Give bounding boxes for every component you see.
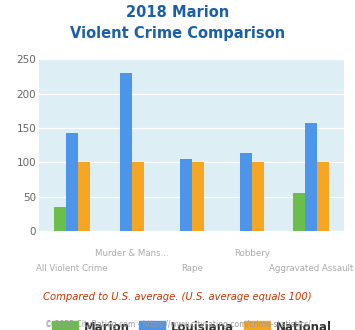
Bar bbox=[240, 153, 252, 231]
Text: Aggravated Assault: Aggravated Assault bbox=[269, 264, 354, 273]
Bar bbox=[252, 162, 263, 231]
Text: Robbery: Robbery bbox=[234, 249, 269, 258]
Text: Rape: Rape bbox=[181, 264, 203, 273]
Bar bbox=[305, 123, 317, 231]
Bar bbox=[78, 162, 90, 231]
Bar bbox=[317, 162, 329, 231]
Text: Violent Crime Comparison: Violent Crime Comparison bbox=[70, 26, 285, 41]
Text: Compared to U.S. average. (U.S. average equals 100): Compared to U.S. average. (U.S. average … bbox=[43, 292, 312, 302]
Legend: Marion, Louisiana, National: Marion, Louisiana, National bbox=[47, 316, 336, 330]
Bar bbox=[66, 133, 78, 231]
Bar bbox=[120, 73, 132, 231]
Text: All Violent Crime: All Violent Crime bbox=[36, 264, 108, 273]
Text: 2018 Marion: 2018 Marion bbox=[126, 5, 229, 20]
Text: © 2025 CityRating.com - https://www.cityrating.com/crime-statistics/: © 2025 CityRating.com - https://www.city… bbox=[45, 320, 310, 329]
Bar bbox=[54, 207, 66, 231]
Bar bbox=[192, 162, 204, 231]
Bar bbox=[180, 159, 192, 231]
Text: Murder & Mans...: Murder & Mans... bbox=[95, 249, 169, 258]
Bar bbox=[294, 193, 305, 231]
Bar bbox=[132, 162, 144, 231]
